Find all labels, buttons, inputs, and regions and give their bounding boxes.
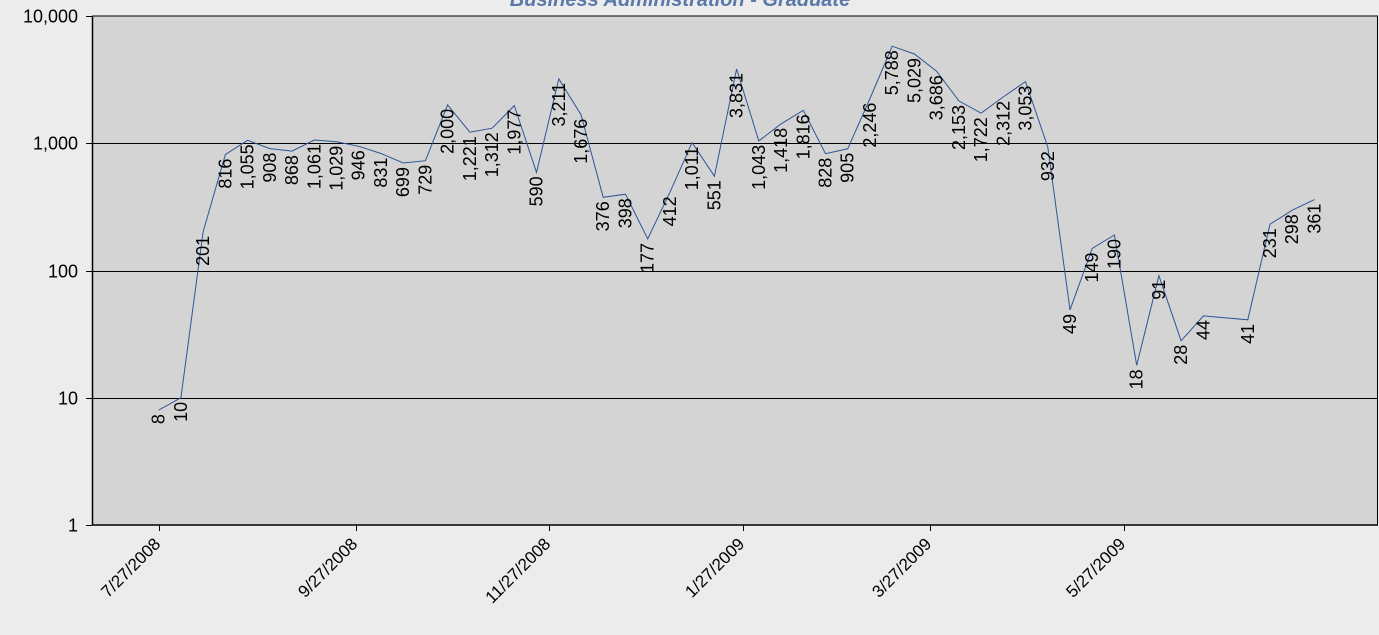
- x-axis-ticks: 7/27/2008 9/27/2008 11/27/2008 1/27/2009 3/2…: [97, 525, 1129, 607]
- data-label: 398: [615, 198, 635, 228]
- y-tick-label: 100: [48, 262, 78, 282]
- data-label: 8: [149, 414, 169, 424]
- data-label: 3,053: [1015, 86, 1035, 131]
- y-axis-ticks: 1 10 100 1,000 10,000: [23, 7, 92, 536]
- data-label: 5,788: [882, 50, 902, 95]
- data-label: 1,061: [304, 144, 324, 189]
- data-label: 1,977: [504, 110, 524, 155]
- data-label: 3,211: [549, 83, 569, 127]
- data-label: 298: [1282, 214, 1302, 244]
- data-label: 1,011: [682, 147, 702, 191]
- data-label: 2,246: [860, 103, 880, 148]
- data-label: 932: [1038, 151, 1058, 181]
- data-label: 831: [371, 158, 391, 188]
- data-label: 10: [171, 402, 191, 422]
- data-label: 908: [260, 153, 280, 183]
- x-tick-label: 5/27/2009: [1062, 534, 1129, 601]
- data-label: 1,676: [571, 119, 591, 164]
- data-label: 590: [527, 176, 547, 206]
- data-label: 41: [1238, 324, 1258, 344]
- data-label: 699: [393, 167, 413, 197]
- y-tick-label: 1,000: [33, 134, 78, 154]
- data-label: 729: [415, 165, 435, 195]
- plot-area: [92, 16, 1378, 525]
- data-label: 2,153: [949, 105, 969, 150]
- data-label: 231: [1260, 228, 1280, 258]
- data-label: 1,722: [971, 117, 991, 162]
- data-label: 868: [282, 155, 302, 185]
- data-label: 2,000: [438, 109, 458, 154]
- data-label: 1,029: [326, 146, 346, 191]
- data-label: 376: [593, 201, 613, 231]
- x-tick-label: 9/27/2008: [294, 534, 361, 601]
- data-label: 3,686: [927, 75, 947, 120]
- x-tick-label: 7/27/2008: [97, 534, 164, 601]
- data-label: 91: [1149, 280, 1169, 300]
- data-label: 1,221: [460, 136, 480, 181]
- y-tick-label: 10: [58, 389, 78, 409]
- data-label: 190: [1104, 239, 1124, 269]
- y-tick-label: 1: [68, 516, 78, 536]
- x-tick-label: 3/27/2009: [868, 534, 935, 601]
- x-tick-label: 1/27/2009: [681, 534, 748, 601]
- data-label: 1,418: [771, 128, 791, 173]
- data-label: 905: [838, 153, 858, 183]
- data-label: 5,029: [904, 58, 924, 103]
- data-labels: 8 10 201 816 1,055 908 868 1,061 1,029 946 831 699 7…: [149, 50, 1325, 424]
- chart-title: Business Administration - Graduate: [510, 0, 850, 11]
- data-label: 177: [638, 243, 658, 273]
- data-label: 946: [349, 150, 369, 180]
- data-label: 551: [704, 180, 724, 210]
- data-label: 3,831: [727, 73, 747, 118]
- data-label: 49: [1060, 314, 1080, 334]
- data-label: 149: [1082, 252, 1102, 282]
- data-label: 828: [815, 158, 835, 188]
- data-label: 1,312: [482, 132, 502, 177]
- data-label: 1,043: [749, 145, 769, 190]
- data-label: 2,312: [993, 101, 1013, 146]
- data-label: 1,055: [238, 144, 258, 189]
- data-label: 1,816: [793, 114, 813, 159]
- data-label: 201: [193, 236, 213, 266]
- series-line: [158, 45, 1315, 411]
- y-tick-label: 10,000: [23, 7, 78, 27]
- data-label: 361: [1304, 204, 1324, 234]
- data-label: 816: [215, 159, 235, 189]
- data-label: 28: [1171, 345, 1191, 365]
- data-label: 412: [660, 196, 680, 226]
- x-tick-label: 11/27/2008: [482, 534, 555, 607]
- data-label: 18: [1127, 369, 1147, 389]
- data-label: 44: [1193, 320, 1213, 340]
